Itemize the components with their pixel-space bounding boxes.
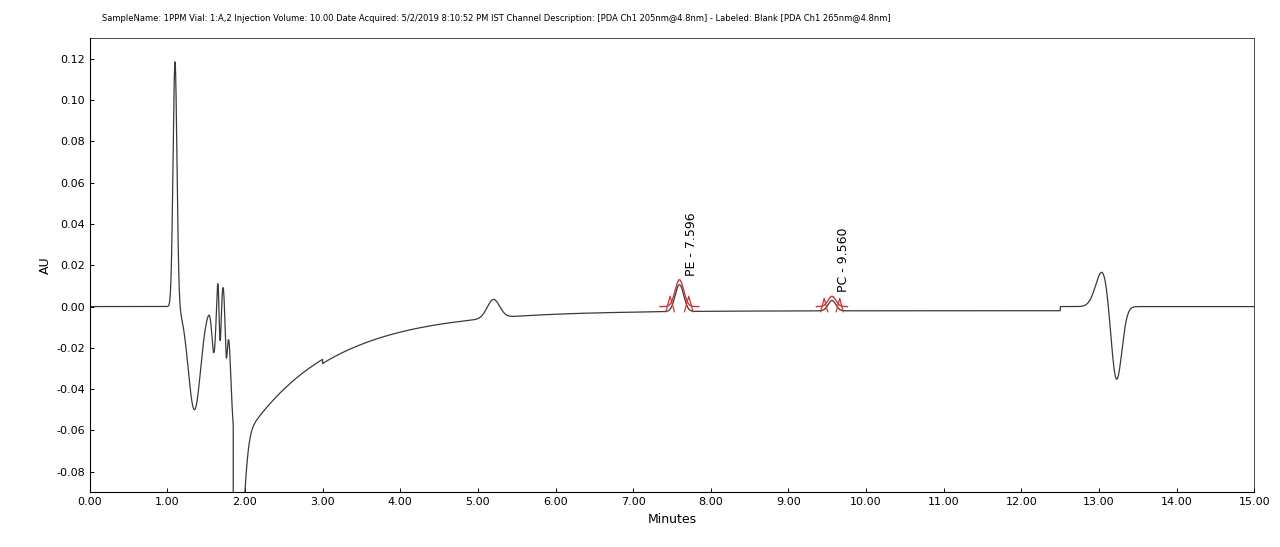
X-axis label: Minutes: Minutes (648, 513, 696, 526)
Text: SampleName: 1PPM Vial: 1:A,2 Injection Volume: 10.00 Date Acquired: 5/2/2019 8:1: SampleName: 1PPM Vial: 1:A,2 Injection V… (102, 14, 891, 22)
Y-axis label: AU: AU (38, 257, 51, 274)
Text: PE - 7.596: PE - 7.596 (685, 212, 698, 276)
Text: PC - 9.560: PC - 9.560 (837, 228, 850, 292)
